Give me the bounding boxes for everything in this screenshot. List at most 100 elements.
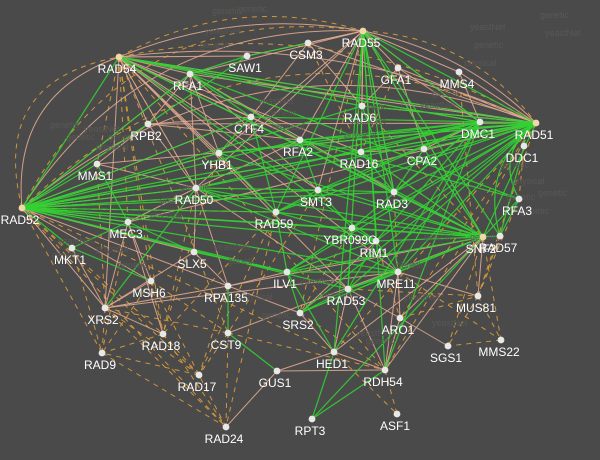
edge-yeastNet[interactable] [21,73,191,209]
edge-yeastNet[interactable] [423,122,537,150]
node-rfa1[interactable] [186,70,194,78]
node-csm3[interactable] [304,39,312,47]
edge-yeastNet[interactable] [218,122,537,154]
edge-genetic[interactable] [101,352,227,428]
edge-yeastNet[interactable] [21,56,120,209]
edge-yeastNet[interactable] [118,56,363,107]
edge-physical[interactable] [195,30,364,189]
edge-physical[interactable] [299,312,335,353]
edge-yeastNet[interactable] [375,240,399,273]
edge-yeastNet[interactable] [195,187,319,191]
edge-yeastNet[interactable] [218,152,277,213]
edge-yeastNet[interactable] [275,30,364,213]
node-xrs2[interactable] [101,304,109,312]
edge-genetic[interactable] [21,207,164,335]
edge-genetic[interactable] [21,73,537,209]
edge-yeastNet[interactable] [21,116,252,209]
edge-physical[interactable] [118,55,248,58]
node-rdh54[interactable] [381,366,389,374]
edge-yeastNet[interactable] [423,148,484,238]
edge-yeastNet[interactable] [333,121,481,353]
edge-physical[interactable] [307,42,363,107]
edge-physical[interactable] [189,30,364,75]
edge-yeastNet[interactable] [21,187,197,209]
edge-genetic[interactable] [477,295,502,341]
node-rad6[interactable] [358,102,366,110]
node-mus81[interactable] [474,292,482,300]
edge-yeastNet[interactable] [351,122,537,229]
edge-genetic[interactable] [101,352,200,376]
edge-physical[interactable] [104,221,129,309]
edge-physical[interactable] [362,30,399,69]
edge-yeastNet[interactable] [286,227,353,273]
edge-genetic[interactable] [447,339,502,347]
edge-yeastNet[interactable] [218,152,484,238]
edge-yeastNet[interactable] [299,288,349,314]
edge-physical[interactable] [193,251,229,287]
edge-genetic[interactable] [21,207,200,376]
edge-yeastNet[interactable] [21,207,377,242]
edge-genetic[interactable] [393,191,401,319]
node-rad17[interactable] [195,371,203,379]
edge-genetic[interactable] [118,56,386,371]
edge-yeastNet[interactable] [317,189,353,229]
node-mms1[interactable] [93,160,101,168]
edge-physical[interactable] [127,187,197,223]
node-rad57[interactable] [496,232,504,240]
edge-physical[interactable] [21,30,364,209]
node-rad16[interactable] [357,148,365,156]
edge-yeastNet[interactable] [361,105,395,193]
node-ybr099c[interactable] [348,224,356,232]
node-layer[interactable] [18,27,540,431]
edge-genetic[interactable] [477,235,501,297]
edge-physical[interactable] [397,67,481,123]
node-ctf4[interactable] [247,113,255,121]
edge-genetic[interactable] [101,280,152,354]
edge-physical[interactable] [250,116,301,141]
edge-genetic[interactable] [21,207,335,353]
edge-yeastNet[interactable] [299,122,537,141]
edge-yeastNet[interactable] [482,198,520,238]
edge-yeastNet[interactable] [362,30,395,193]
edge-physical[interactable] [189,73,537,124]
edge-yeastNet[interactable] [250,116,537,124]
node-rad51[interactable] [532,119,540,127]
node-ilv1[interactable] [283,268,291,276]
edge-genetic[interactable] [362,30,537,124]
node-rad9[interactable] [98,349,106,357]
edge-yeastNet[interactable] [360,122,537,153]
edge-yeastNet[interactable] [21,189,319,209]
edge-yeastNet[interactable] [21,207,353,229]
edge-yeastNet[interactable] [71,247,152,282]
edge-yeastNet[interactable] [21,207,399,273]
edge-physical[interactable] [193,187,197,253]
edge-genetic[interactable] [198,211,277,376]
edge-genetic[interactable] [518,145,525,200]
edge-physical[interactable] [227,271,288,287]
edge-physical[interactable] [399,236,484,319]
edge-genetic[interactable] [150,280,200,376]
edge-physical[interactable] [118,56,197,189]
edge-physical[interactable] [104,307,164,335]
edge-genetic[interactable] [101,307,106,354]
edge-yeastNet[interactable] [21,152,220,209]
edge-physical[interactable] [397,67,537,124]
edge-yeastNet[interactable] [275,189,319,213]
edge-yeastNet[interactable] [193,251,288,273]
edge-yeastNet[interactable] [286,122,537,273]
node-rfa3[interactable] [515,195,523,203]
edge-physical[interactable] [299,240,377,314]
edge-yeastNet[interactable] [195,187,399,273]
edge-genetic[interactable] [299,312,386,371]
edge-yeastNet[interactable] [347,240,377,290]
edge-genetic[interactable] [458,71,479,297]
edge-genetic[interactable] [307,42,362,153]
node-rad59[interactable] [272,208,280,216]
edge-yeastNet[interactable] [499,145,525,237]
node-smt3[interactable] [314,186,322,194]
edge-physical[interactable] [399,317,449,347]
edge-physical[interactable] [384,236,484,371]
node-rpb2[interactable] [144,120,152,128]
edge-genetic[interactable] [96,56,120,165]
